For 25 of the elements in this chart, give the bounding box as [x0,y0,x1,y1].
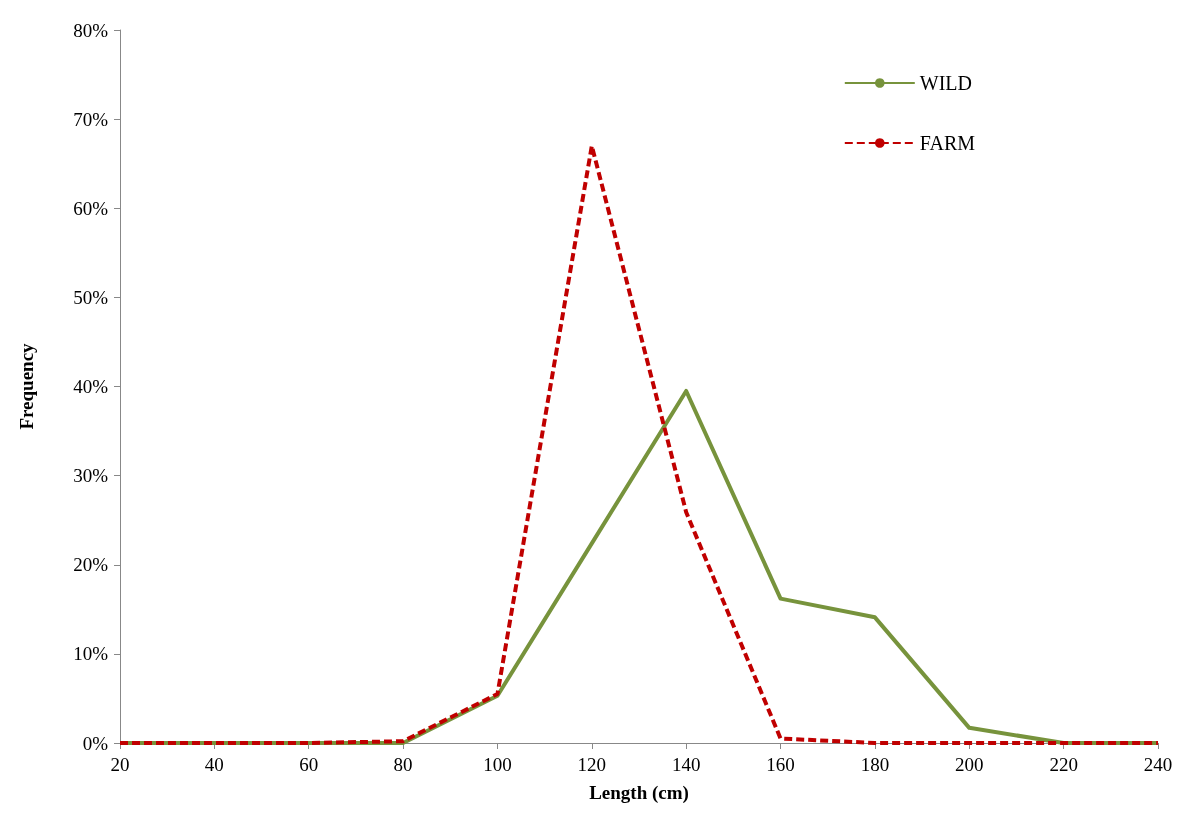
x-tick-label: 100 [483,754,512,775]
x-tick-label: 20 [110,754,130,775]
x-tick-label: 80 [393,754,413,775]
y-tick-label: 20% [73,554,109,576]
x-tick-label: 120 [577,754,607,775]
y-tick-label: 0% [82,732,109,754]
y-tick-label: 70% [73,108,109,130]
x-tick-label: 40 [204,754,224,775]
y-tick-label: 80% [73,19,109,41]
x-tick-label: 140 [671,754,701,775]
x-tick-label: 240 [1143,754,1173,775]
x-tick-label: 160 [766,754,795,775]
y-tick-label: 60% [73,197,109,219]
x-axis-title: Length (cm) [589,782,689,804]
x-tick-label: 180 [860,754,890,775]
legend-label: WILD [919,72,972,94]
y-tick-label: 30% [73,465,109,487]
x-tick-label: 220 [1049,754,1078,775]
y-axis-title: Frequency [16,342,37,430]
y-tick-label: 40% [73,376,109,397]
y-tick-label: 50% [73,286,109,308]
y-tick-label: 10% [73,643,109,665]
legend-label: FARM [919,132,976,154]
x-tick-label: 200 [955,754,984,775]
x-tick-label: 60 [299,754,319,775]
